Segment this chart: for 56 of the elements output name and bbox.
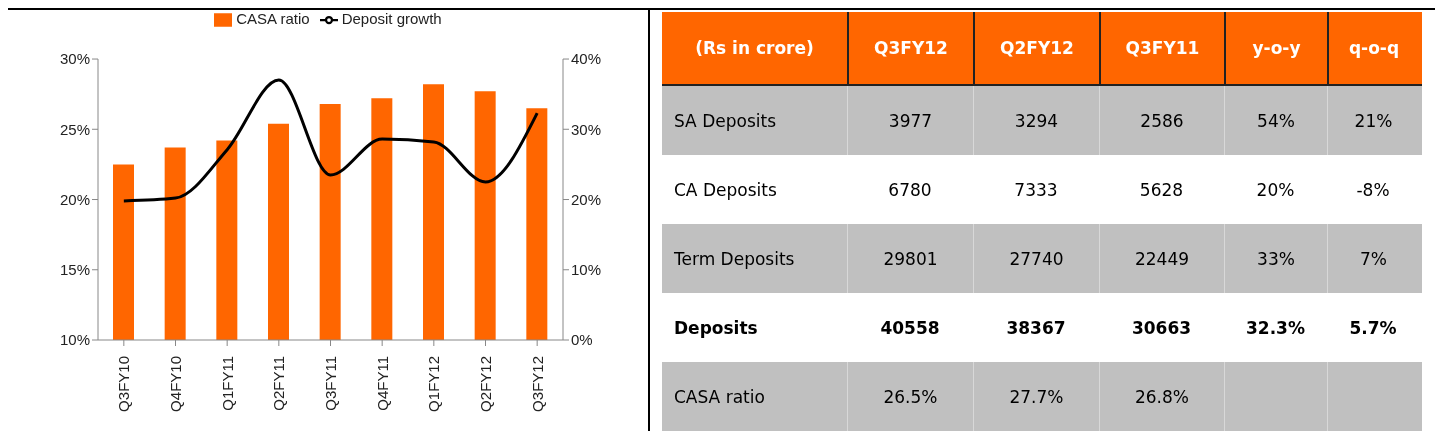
x-tick-label: Q2FY11 <box>270 356 288 411</box>
text: 7333 <box>1014 179 1058 200</box>
category-label: SA Deposits <box>674 110 776 131</box>
y2-tick-label: 10% <box>571 261 602 279</box>
y-tick-label: 30% <box>59 50 90 68</box>
text: 22449 <box>1134 248 1190 269</box>
text: 38367 <box>1006 317 1066 338</box>
text: 5.7% <box>1349 317 1397 338</box>
x-tick-label: Q4FY10 <box>167 356 184 412</box>
text: 7% <box>1360 248 1387 269</box>
x-tick-label: Q2FY12 <box>477 356 494 412</box>
category-label: Deposits <box>674 317 758 338</box>
x-tick-label: Q4FY11 <box>373 356 391 411</box>
category-label: CASA ratio <box>674 386 765 407</box>
text: 54% <box>1257 110 1295 131</box>
text: 40558 <box>880 317 940 338</box>
category-label: Q2FY12 <box>1000 38 1074 58</box>
text: 20% <box>1256 179 1295 200</box>
x-tick-label: Q3FY11 <box>322 356 339 411</box>
y-tick-label: 20% <box>59 190 90 208</box>
category-label: Q3FY12 <box>874 38 948 58</box>
text: 5628 <box>1139 179 1184 200</box>
x-tick-label: Q1FY12 <box>425 356 443 412</box>
text: 26.8% <box>1134 386 1189 407</box>
category-label: CA Deposits <box>674 179 777 200</box>
line-series <box>122 78 539 203</box>
x-tick-label: Q3FY10 <box>115 356 133 412</box>
text: 3977 <box>888 110 933 131</box>
text: 30663 <box>1131 317 1192 338</box>
y2-tick-label: 30% <box>571 120 602 138</box>
text: 2586 <box>1140 110 1184 131</box>
text: 27740 <box>1009 248 1064 269</box>
y2-tick-label: 20% <box>571 190 602 208</box>
text: 21% <box>1354 110 1393 131</box>
category-label: Q3FY11 <box>1125 38 1200 58</box>
text: 26.5% <box>883 386 938 407</box>
legend-label: Deposit growth <box>341 10 442 27</box>
x-tick-label: Q3FY12 <box>528 356 546 412</box>
y-tick-label: 15% <box>59 261 90 279</box>
category-label: Term Deposits <box>674 248 795 269</box>
y2-tick-label: 0% <box>571 331 593 349</box>
text: 27.7% <box>1009 386 1064 407</box>
legend-label: CASA ratio <box>236 10 310 27</box>
category-label: (Rs in crore) <box>695 38 814 58</box>
text: -8% <box>1356 179 1390 200</box>
category-label: q-o-q <box>1348 38 1400 58</box>
text: 6780 <box>888 179 932 200</box>
text: 32.3% <box>1246 317 1305 338</box>
y-tick-label: 10% <box>59 331 90 349</box>
text: 29801 <box>883 248 938 269</box>
category-label: y-o-y <box>1252 38 1301 58</box>
x-tick-label: Q1FY11 <box>218 356 236 411</box>
text: 33% <box>1257 248 1295 269</box>
y-tick-label: 25% <box>59 120 90 138</box>
text: 3294 <box>1014 110 1059 131</box>
y2-tick-label: 40% <box>571 50 602 68</box>
